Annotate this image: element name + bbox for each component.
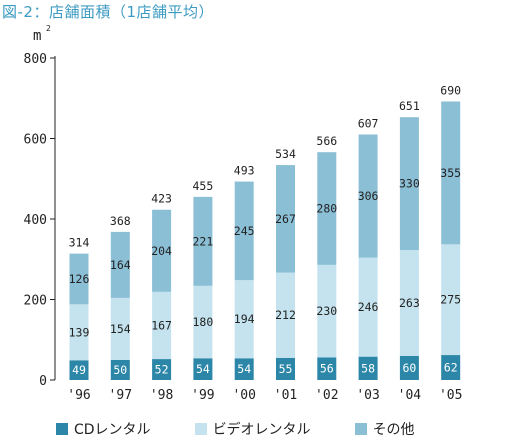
bar-segment	[441, 101, 461, 245]
legend-swatch	[56, 423, 68, 435]
x-tick-label: '96	[67, 388, 90, 403]
x-tick-label: '99	[191, 388, 214, 403]
data-label: 263	[399, 296, 420, 310]
data-label: 55	[279, 362, 293, 376]
legend-label: ビデオレンタル	[212, 422, 311, 438]
x-tick-label: '00	[232, 388, 255, 403]
bar-segment	[110, 231, 130, 298]
data-label: 56	[320, 362, 334, 376]
legend-item: ビデオレンタル	[194, 419, 311, 439]
total-label: 566	[316, 134, 337, 148]
data-label: 355	[440, 166, 461, 180]
bar-segment	[152, 359, 172, 380]
bar-segment	[358, 356, 378, 380]
bar-segment	[110, 359, 130, 380]
total-label: 314	[69, 236, 90, 250]
data-label: 267	[275, 212, 296, 226]
data-label: 126	[69, 272, 90, 286]
bar-segment	[276, 357, 295, 380]
x-tick-label: '04	[398, 388, 422, 403]
bar-segment	[234, 181, 254, 281]
data-label: 194	[234, 312, 255, 326]
data-label: 54	[196, 362, 210, 376]
data-label: 245	[234, 224, 255, 238]
legend-swatch	[354, 423, 367, 435]
bar-segment	[69, 360, 89, 380]
bar-segment	[110, 297, 130, 360]
bar-segment	[399, 117, 419, 250]
stacked-bar-chart: m 2 0 200 400 600 800 49 139 126 314 '96 50 154 164 368…	[24, 24, 463, 403]
total-label: 368	[110, 214, 131, 228]
data-label: 54	[237, 362, 251, 376]
data-label: 62	[444, 361, 458, 375]
unit-superscript: 2	[46, 24, 51, 33]
data-label: 230	[316, 304, 337, 318]
data-label: 180	[193, 315, 214, 329]
bar-segment	[193, 196, 213, 286]
bar-segment	[234, 358, 254, 380]
x-tick-label: '98	[150, 388, 173, 403]
unit-label: m	[33, 28, 41, 44]
bar-segment	[69, 304, 89, 361]
bar-segment	[317, 357, 337, 380]
data-label: 154	[110, 322, 131, 336]
total-label: 690	[440, 83, 461, 97]
bar-segment	[193, 358, 213, 380]
y-tick-label: 0	[39, 374, 47, 389]
bar-segment	[399, 355, 419, 380]
data-label: 60	[402, 361, 416, 375]
bar-segment	[193, 285, 213, 359]
total-label: 455	[193, 179, 214, 193]
bar-segment	[441, 244, 461, 356]
data-label: 139	[69, 325, 90, 339]
x-tick-label: '03	[356, 388, 379, 403]
y-tick-label: 600	[24, 133, 47, 148]
x-tick-label: '97	[109, 388, 132, 403]
bar-segment	[317, 152, 337, 265]
bar-segment	[152, 209, 172, 292]
data-label: 52	[155, 363, 169, 377]
data-label: 330	[399, 177, 420, 191]
x-tick-label: '01	[274, 388, 297, 403]
data-label: 204	[151, 244, 172, 258]
bar-segment	[69, 253, 89, 305]
data-label: 280	[316, 202, 337, 216]
data-label: 58	[361, 361, 375, 375]
bar-segment	[317, 264, 337, 358]
legend-item: その他	[354, 419, 415, 439]
y-tick-label: 200	[24, 294, 47, 309]
total-label: 493	[234, 164, 255, 178]
total-label: 423	[151, 192, 172, 206]
bar-segment	[358, 257, 378, 357]
legend-label: その他	[372, 422, 415, 438]
data-label: 164	[110, 258, 131, 272]
bar-segment	[276, 165, 295, 273]
bar-segment	[399, 249, 419, 356]
data-label: 246	[358, 300, 379, 314]
data-label: 306	[358, 189, 379, 203]
total-label: 534	[275, 147, 296, 161]
legend-label: CDレンタル	[74, 422, 151, 438]
chart-title: 図-2：店舗面積（1店舗平均）	[2, 3, 215, 21]
bar-segment	[234, 280, 254, 359]
bar-segment	[152, 291, 172, 360]
data-label: 221	[193, 234, 214, 248]
bar-segment	[276, 272, 295, 358]
x-tick-label: '02	[315, 388, 338, 403]
y-tick-label: 400	[24, 213, 47, 228]
x-tick-label: '05	[439, 388, 462, 403]
legend-swatch	[194, 423, 207, 435]
data-label: 50	[113, 363, 127, 377]
chart-legend: CDレンタル ビデオレンタル その他	[56, 419, 459, 439]
total-label: 607	[358, 116, 379, 130]
bar-segment	[441, 355, 461, 380]
bar-segment	[358, 134, 378, 258]
data-label: 167	[151, 318, 172, 332]
y-tick-label: 800	[24, 52, 47, 67]
legend-item: CDレンタル	[56, 419, 151, 439]
data-label: 212	[275, 308, 296, 322]
data-label: 275	[440, 293, 461, 307]
data-label: 49	[72, 363, 86, 377]
total-label: 651	[399, 99, 420, 113]
